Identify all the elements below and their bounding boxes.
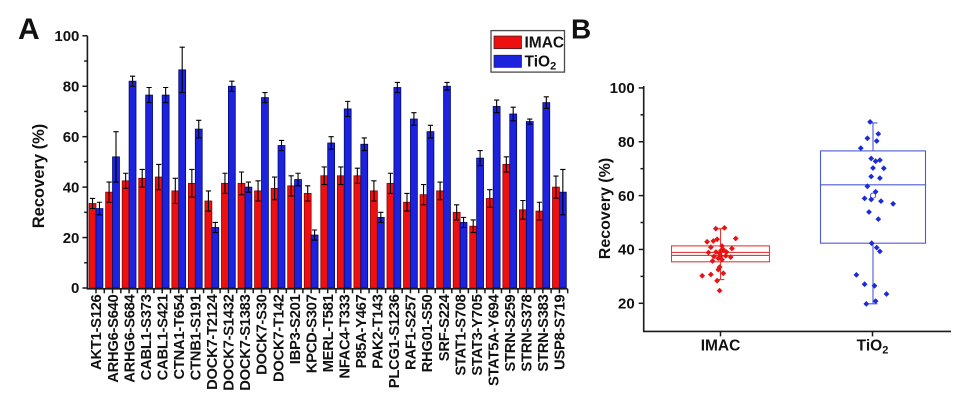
svg-text:40: 40 — [63, 179, 80, 196]
svg-text:PAK2-T143: PAK2-T143 — [371, 294, 387, 368]
svg-text:Recovery (%): Recovery (%) — [597, 158, 614, 259]
svg-text:IBP3-S201: IBP3-S201 — [288, 294, 304, 364]
svg-text:STRN-S259: STRN-S259 — [503, 294, 519, 371]
svg-text:TiO2: TiO2 — [857, 338, 889, 357]
svg-text:TiO2: TiO2 — [525, 54, 557, 73]
svg-text:DOCK7-S30: DOCK7-S30 — [255, 294, 271, 374]
svg-text:DOCK7-T2124: DOCK7-T2124 — [205, 293, 221, 389]
svg-text:USP8-S719: USP8-S719 — [553, 294, 569, 370]
svg-text:AKT1-S126: AKT1-S126 — [89, 294, 105, 369]
svg-text:DOCK7-S1383: DOCK7-S1383 — [238, 294, 254, 390]
svg-text:RAF1-S257: RAF1-S257 — [404, 294, 420, 369]
svg-text:CTNB1-S191: CTNB1-S191 — [189, 294, 205, 380]
svg-text:DOCK7-T142: DOCK7-T142 — [271, 294, 287, 382]
svg-text:80: 80 — [618, 134, 635, 151]
svg-text:PLCG1-S1236: PLCG1-S1236 — [387, 294, 403, 388]
svg-text:100: 100 — [610, 80, 635, 97]
svg-text:20: 20 — [63, 230, 80, 247]
svg-text:40: 40 — [618, 242, 635, 259]
svg-text:NFAC4-T333: NFAC4-T333 — [337, 294, 353, 378]
svg-text:P85A-Y467: P85A-Y467 — [354, 294, 370, 368]
svg-text:IMAC: IMAC — [525, 35, 565, 52]
svg-text:SRF-S224: SRF-S224 — [437, 293, 453, 361]
svg-text:RHG01-S50: RHG01-S50 — [420, 294, 436, 372]
svg-text:STAT1-S708: STAT1-S708 — [453, 294, 469, 375]
svg-text:A: A — [18, 13, 40, 46]
svg-text:ARHG6-S684: ARHG6-S684 — [122, 293, 138, 382]
svg-text:CABL1-S421: CABL1-S421 — [155, 294, 171, 380]
svg-text:20: 20 — [618, 296, 635, 313]
svg-text:Recovery (%): Recovery (%) — [30, 124, 48, 229]
svg-text:STRN-S383: STRN-S383 — [536, 294, 552, 371]
svg-text:60: 60 — [63, 129, 80, 146]
svg-text:DOCK7-S1432: DOCK7-S1432 — [222, 294, 238, 390]
svg-text:CABL1-S373: CABL1-S373 — [139, 294, 155, 380]
svg-text:CTNA1-T654: CTNA1-T654 — [172, 293, 188, 379]
svg-text:B: B — [571, 14, 591, 45]
svg-text:KPCD-S307: KPCD-S307 — [304, 294, 320, 373]
svg-text:0: 0 — [71, 280, 79, 297]
svg-text:MERL-T581: MERL-T581 — [321, 294, 337, 372]
svg-text:60: 60 — [618, 188, 635, 205]
svg-text:ARHG6-S640: ARHG6-S640 — [106, 294, 122, 382]
svg-text:STRN-S378: STRN-S378 — [520, 294, 536, 371]
svg-text:100: 100 — [54, 28, 79, 45]
svg-text:80: 80 — [63, 78, 80, 95]
svg-text:STAT5A-Y694: STAT5A-Y694 — [486, 293, 502, 386]
svg-text:IMAC: IMAC — [701, 338, 741, 355]
svg-text:STAT3-Y705: STAT3-Y705 — [470, 294, 486, 375]
